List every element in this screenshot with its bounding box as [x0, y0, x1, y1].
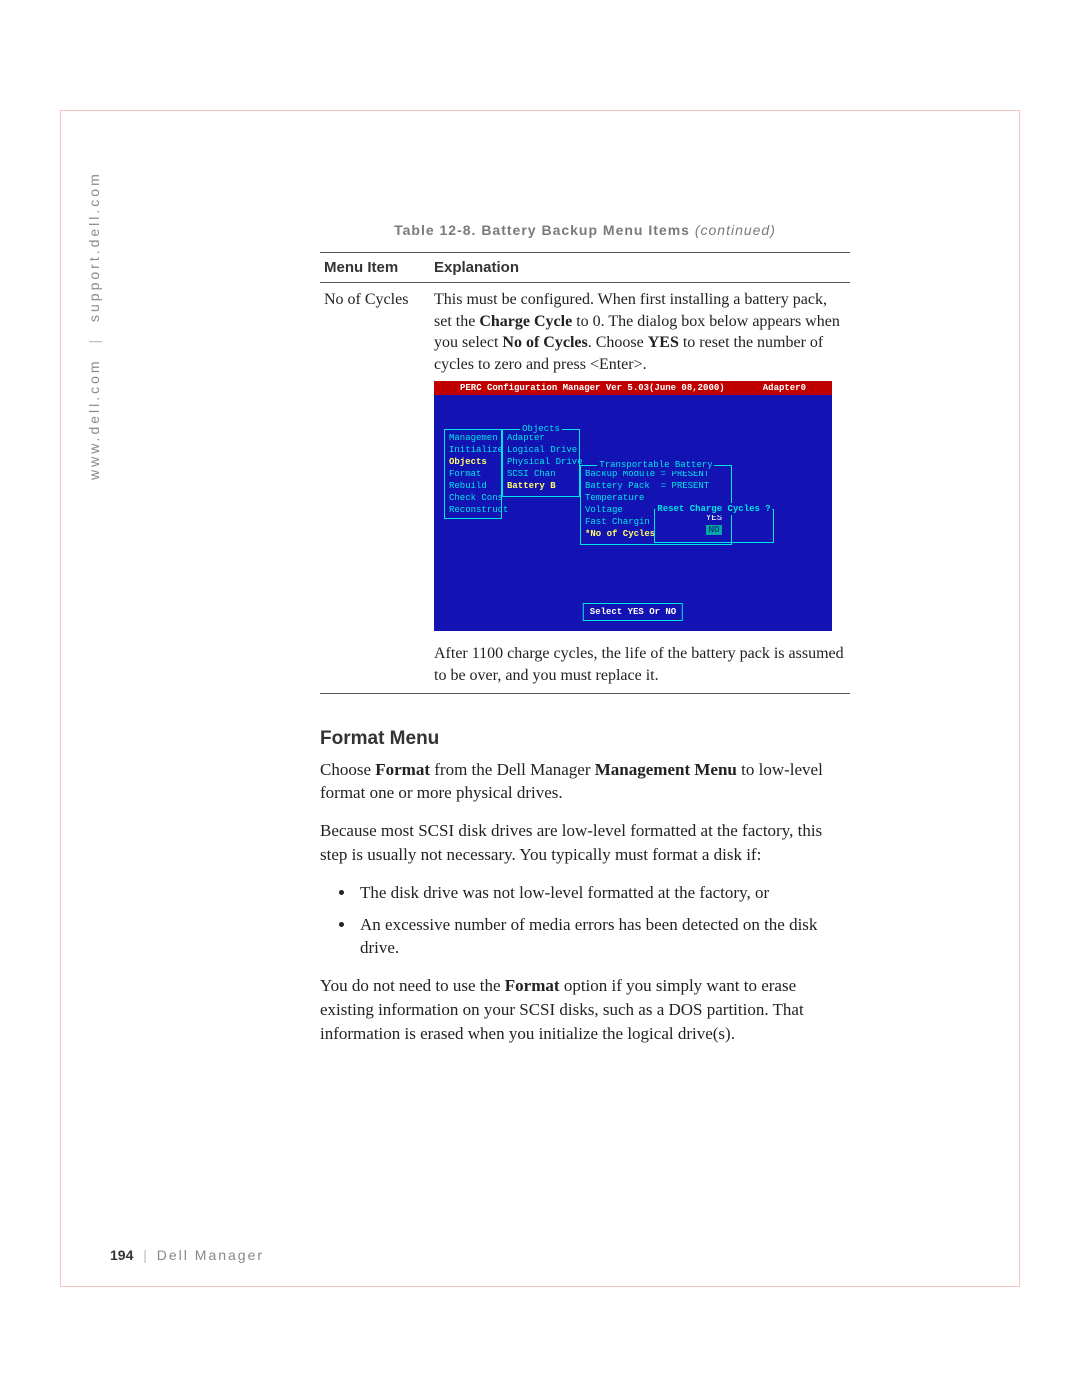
caption-suffix: (continued) [695, 222, 776, 238]
perc-mgmt-box: Managemen Initialize Objects Format Rebu… [444, 429, 502, 519]
p1a: Choose [320, 760, 375, 779]
content-area: Table 12-8. Battery Backup Menu Items (c… [320, 222, 850, 1060]
p3a: You do not need to use the [320, 976, 505, 995]
p1b: Format [375, 760, 430, 779]
perc-mgmt-items: Managemen Initialize Objects Format Rebu… [449, 432, 497, 516]
perc-body: Managemen Initialize Objects Format Rebu… [434, 395, 832, 455]
expl-b: Charge Cycle [479, 313, 572, 330]
side-url-left: www.dell.com [86, 358, 102, 480]
perc-title-left: PERC Configuration Manager Ver 5.03(June… [460, 381, 725, 395]
caption-prefix: Table 12-8. Battery Backup Menu Items [394, 222, 695, 238]
perc-objects-box: Objects Adapter Logical Drive Physical D… [502, 429, 580, 497]
list-item: An excessive number of media errors has … [356, 913, 850, 961]
para2: Because most SCSI disk drives are low-le… [320, 819, 850, 867]
side-url: www.dell.com | support.dell.com [86, 171, 102, 480]
table-header-row: Menu Item Explanation [320, 253, 850, 283]
menu-table: Menu Item Explanation No of Cycles This … [320, 252, 850, 694]
section-heading: Format Menu [320, 728, 850, 750]
p1c: from the Dell Manager [430, 760, 595, 779]
perc-objects-label: Objects [520, 423, 562, 435]
p3b: Format [505, 976, 560, 995]
expl-f: YES [648, 334, 679, 351]
th-menu-item: Menu Item [320, 253, 430, 283]
perc-titlebar: PERC Configuration Manager Ver 5.03(June… [434, 381, 832, 395]
para1: Choose Format from the Dell Manager Mana… [320, 758, 850, 806]
perc-prompt: Select YES Or NO [583, 603, 683, 621]
footer-title: Dell Manager [157, 1247, 264, 1263]
list-item: The disk drive was not low-level formatt… [356, 881, 850, 905]
perc-obj-items: Adapter Logical Drive Physical Drive SCS… [507, 432, 575, 492]
table-caption: Table 12-8. Battery Backup Menu Items (c… [320, 222, 850, 238]
cell-item-empty [320, 637, 430, 693]
th-explanation: Explanation [430, 253, 850, 283]
table-row: No of Cycles This must be configured. Wh… [320, 283, 850, 638]
perc-title-right: Adapter0 [763, 381, 806, 395]
perc-reset-box: Reset Charge Cycles ? YES NO [654, 509, 774, 543]
perc-battery-label: Transportable Battery [597, 459, 714, 471]
p1d: Management Menu [595, 760, 737, 779]
expl-e: . Choose [588, 334, 648, 351]
expl-d: No of Cycles [502, 334, 587, 351]
side-url-sep: | [86, 337, 102, 344]
para3: You do not need to use the Format option… [320, 974, 850, 1045]
table-row: After 1100 charge cycles, the life of th… [320, 637, 850, 693]
perc-reset-no: NO [706, 525, 723, 535]
page-number: 194 [110, 1247, 133, 1263]
perc-screenshot: PERC Configuration Manager Ver 5.03(June… [434, 381, 832, 631]
footer-sep: | [143, 1247, 147, 1263]
perc-reset-opts: YES NO [659, 512, 769, 536]
side-url-right: support.dell.com [86, 171, 102, 322]
bullet-list: The disk drive was not low-level formatt… [356, 881, 850, 960]
cell-item: No of Cycles [320, 283, 430, 638]
cell-after: After 1100 charge cycles, the life of th… [430, 637, 850, 693]
perc-reset-label: Reset Charge Cycles ? [655, 503, 772, 515]
cell-explanation: This must be configured. When first inst… [430, 283, 850, 638]
page-footer: 194 | Dell Manager [110, 1247, 264, 1263]
